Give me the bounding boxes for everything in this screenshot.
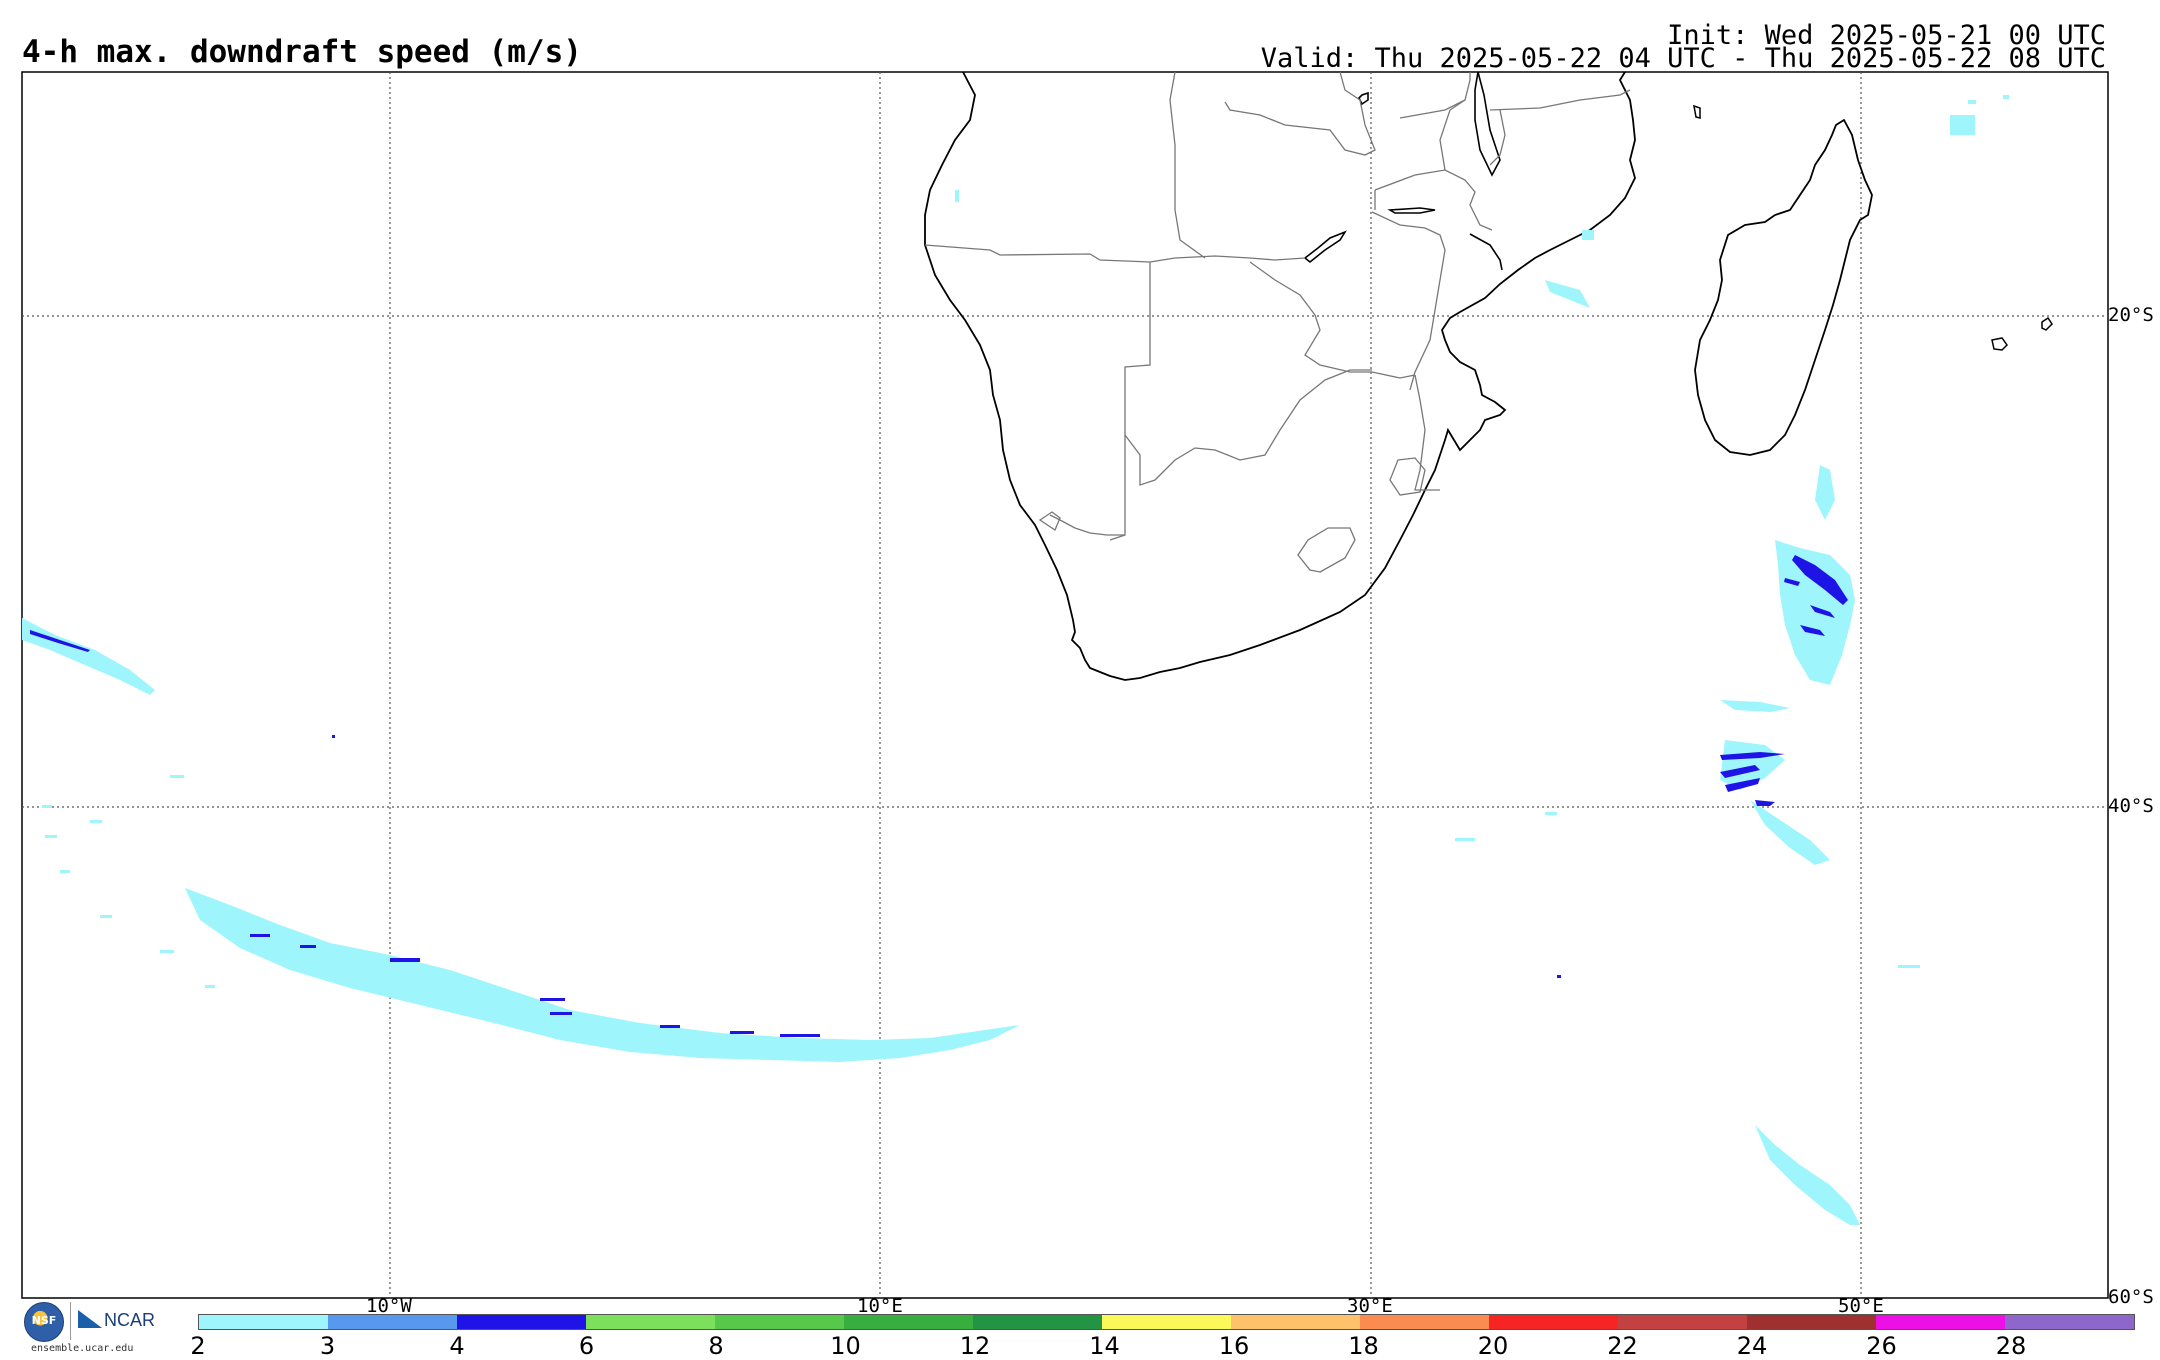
river-zambezi xyxy=(1469,233,1503,271)
colorbar-tick-label: 2 xyxy=(190,1332,206,1360)
colorbar-swatch xyxy=(1102,1315,1231,1329)
colorbar-swatch xyxy=(973,1315,1102,1329)
colorbar-swatch xyxy=(586,1315,715,1329)
country-borders xyxy=(924,71,1631,573)
lake-tanganyika xyxy=(1358,91,1369,106)
colorbar-tick-label: 20 xyxy=(1477,1332,1509,1360)
lat-label-40s: 40°S xyxy=(2108,795,2154,817)
map-frame xyxy=(21,71,2109,1299)
mauritius-island xyxy=(2041,316,2053,331)
colorbar-tick-label: 8 xyxy=(708,1332,724,1360)
comoros-island xyxy=(1693,104,1701,119)
ncar-logo: NCAR xyxy=(78,1310,155,1331)
lake-cahora xyxy=(1387,207,1436,214)
colorbar-tick-label: 10 xyxy=(830,1332,861,1360)
colorbar-swatch xyxy=(1618,1315,1747,1329)
colorbar-swatch xyxy=(1747,1315,1876,1329)
colorbar-swatch xyxy=(457,1315,586,1329)
map-title: 4-h max. downdraft speed (m/s) xyxy=(22,34,582,70)
lon-label-10w: 10°W xyxy=(366,1295,412,1317)
lake-malawi xyxy=(1474,71,1501,177)
colorbar-swatch xyxy=(1489,1315,1618,1329)
colorbar-tick-label: 24 xyxy=(1736,1332,1768,1360)
colorbar-tick-label: 28 xyxy=(1995,1332,2027,1360)
colorbar-swatch xyxy=(328,1315,457,1329)
colorbar-tick-label: 16 xyxy=(1218,1332,1250,1360)
downdraft-core xyxy=(30,555,1848,1037)
colorbar xyxy=(198,1314,2135,1330)
ncar-mark-icon xyxy=(78,1310,102,1328)
downdraft-field-southwest xyxy=(22,190,1920,1062)
nsf-logo: NSF xyxy=(24,1302,64,1342)
graticule xyxy=(22,72,2108,1298)
lake-kariba xyxy=(1303,230,1347,264)
logo-separator xyxy=(70,1302,71,1340)
valid-time: Valid: Thu 2025-05-22 04 UTC - Thu 2025-… xyxy=(1260,43,2106,74)
lon-label-50e: 50°E xyxy=(1838,1295,1884,1317)
colorbar-tick-label: 26 xyxy=(1866,1332,1897,1360)
colorbar-tick-label: 4 xyxy=(449,1332,465,1360)
ensemble-url: ensemble.ucar.edu xyxy=(31,1343,134,1354)
colorbar-tick-label: 22 xyxy=(1607,1332,1638,1360)
africa-coastline xyxy=(924,71,1636,681)
colorbar-tick-label: 14 xyxy=(1089,1332,1120,1360)
colorbar-swatch xyxy=(844,1315,973,1329)
madagascar-coastline xyxy=(1694,118,1873,456)
colorbar-swatch xyxy=(1360,1315,1489,1329)
lat-label-20s: 20°S xyxy=(2108,304,2154,326)
colorbar-swatch xyxy=(1876,1315,2005,1329)
colorbar-tick-label: 6 xyxy=(578,1332,595,1360)
reunion-island xyxy=(1991,337,2008,351)
colorbar-swatch xyxy=(1231,1315,1360,1329)
lat-label-60s: 60°S xyxy=(2108,1286,2154,1308)
init-time: Init: Wed 2025-05-21 00 UTC xyxy=(1667,20,2106,51)
colorbar-swatch xyxy=(2005,1315,2134,1329)
colorbar-swatch xyxy=(715,1315,844,1329)
colorbar-swatch xyxy=(199,1315,328,1329)
downdraft-field-east xyxy=(1720,95,2009,1225)
lon-label-30e: 30°E xyxy=(1347,1295,1393,1317)
colorbar-tick-label: 12 xyxy=(959,1332,991,1360)
colorbar-tick-label: 18 xyxy=(1348,1332,1379,1360)
lon-label-10e: 10°E xyxy=(857,1295,903,1317)
colorbar-tick-label: 3 xyxy=(319,1332,336,1360)
